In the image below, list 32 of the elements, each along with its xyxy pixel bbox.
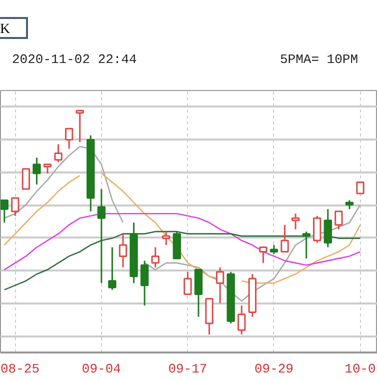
- text: 5PMA= 10PM: [280, 52, 358, 67]
- text: K: [0, 17, 28, 39]
- candlestick: [216, 266, 224, 304]
- candlestick: [76, 110, 84, 143]
- candlestick: [54, 143, 62, 163]
- candlestick: [0, 199, 8, 224]
- candlestick: [238, 304, 246, 336]
- candlestick: [162, 230, 170, 246]
- candlestick: [11, 197, 20, 217]
- candlestick: [151, 246, 160, 268]
- candlestick: [97, 188, 106, 284]
- x-tick-label: 08-25: [0, 362, 40, 376]
- candlestick: [334, 210, 343, 230]
- x-tick-label: 10-0: [344, 362, 376, 376]
- candlestick: [280, 224, 289, 252]
- x-tick-label: 09-04: [82, 362, 122, 376]
- candlestick: [32, 156, 41, 186]
- candlestick: [184, 271, 192, 296]
- candlestick: [356, 182, 364, 194]
- candlestick: [313, 215, 322, 244]
- candlestick: [64, 128, 74, 150]
- candlestick: [324, 208, 332, 248]
- candlestick: [302, 230, 310, 260]
- candlestick: [291, 212, 300, 230]
- candlestick: [118, 233, 128, 268]
- x-tick-label: 09-17: [168, 362, 208, 376]
- candlestick: [22, 168, 30, 190]
- candlestick: [140, 260, 149, 306]
- candlestick: [108, 246, 116, 291]
- candlestick: [259, 246, 268, 264]
- x-tick-label: 09-29: [254, 362, 294, 376]
- text: 2020-11-02 22:44: [12, 52, 137, 67]
